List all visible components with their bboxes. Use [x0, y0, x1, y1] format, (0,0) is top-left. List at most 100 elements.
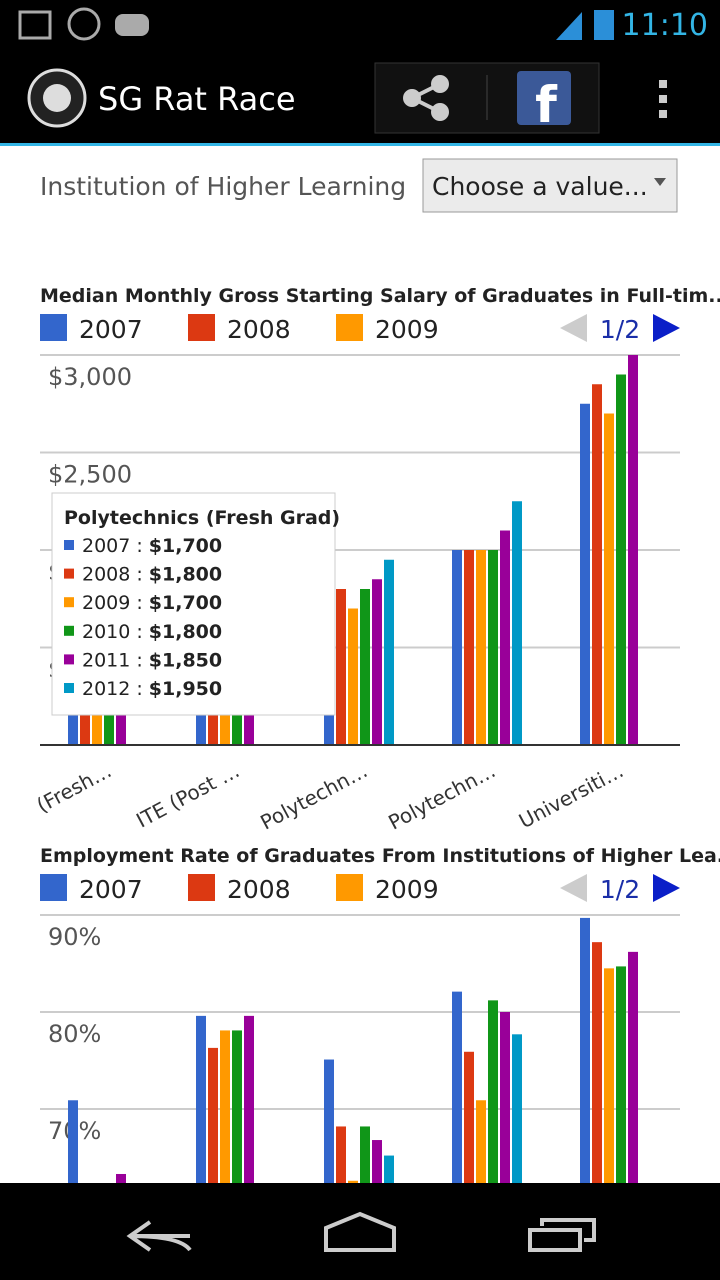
nav-bar: [0, 1183, 720, 1280]
bar: [336, 1126, 346, 1206]
bar: [512, 1034, 522, 1206]
legend-label: 2007: [79, 315, 143, 344]
bar: [464, 1051, 474, 1206]
signal-icon: [556, 12, 582, 40]
action-bar: [0, 50, 720, 143]
bar: [92, 706, 102, 745]
filter-label: Institution of Higher Learning: [40, 172, 406, 201]
gallery-icon: [18, 10, 52, 40]
charts: Median Monthly Gross Starting Salary of …: [33, 285, 720, 1207]
facebook-button[interactable]: [517, 71, 571, 125]
x-tick-label: Universiti…: [515, 758, 627, 833]
bar: [336, 589, 346, 745]
select-arrow: [654, 178, 666, 186]
home-button[interactable]: [324, 1211, 396, 1252]
tooltip-row: 2008 : $1,800: [82, 564, 222, 586]
legend-label: 2008: [227, 875, 291, 904]
legend-swatch: [40, 314, 67, 341]
x-tick-label: ITE (Post …: [132, 758, 243, 832]
bar: [372, 1140, 382, 1206]
legend-label: 2009: [375, 875, 439, 904]
filter-select-text: Choose a value...: [432, 172, 648, 201]
bar: [580, 403, 590, 745]
tooltip-title: Polytechnics (Fresh Grad): [64, 507, 340, 529]
recents-button[interactable]: [528, 1218, 596, 1252]
tooltip-row: 2010 : $1,800: [82, 621, 222, 643]
bar: [80, 706, 90, 745]
x-tick-label: (Fresh…: [33, 758, 116, 817]
tooltip-row: 2007 : $1,700: [82, 535, 222, 557]
bar: [348, 608, 358, 745]
tooltip-box: [51, 492, 336, 716]
legend-swatch: [40, 874, 67, 901]
bar: [464, 550, 474, 745]
tooltip-label: 2012 :: [82, 678, 143, 700]
tooltip-value: $1,950: [149, 678, 222, 700]
y-tick-label: 90%: [48, 923, 101, 951]
bar: [360, 589, 370, 745]
bar: [628, 951, 638, 1206]
legend-label: 2008: [227, 315, 291, 344]
tooltip-swatch: [64, 568, 74, 579]
bar: [628, 355, 638, 745]
tooltip-swatch: [64, 654, 74, 665]
bar: [604, 968, 614, 1206]
bar: [512, 501, 522, 745]
bar: [616, 966, 626, 1206]
bar: [476, 1100, 486, 1206]
action-bar-divider: [0, 143, 720, 146]
bar: [488, 1000, 498, 1206]
pager-next: [653, 874, 680, 902]
tooltip-swatch: [64, 540, 74, 550]
bar: [452, 991, 462, 1206]
bar: [500, 530, 510, 745]
facebook-icon: f: [535, 76, 558, 134]
pager-text: 1/2: [600, 875, 640, 904]
pager-prev: [560, 874, 587, 902]
bar: [592, 942, 602, 1206]
tooltip-value: $1,700: [149, 592, 222, 614]
tooltip-label: 2008 :: [82, 564, 143, 586]
bar: [372, 579, 382, 745]
tooltip-row: 2009 : $1,700: [82, 592, 222, 614]
bar: [68, 706, 78, 745]
share-button[interactable]: [403, 75, 449, 121]
back-button[interactable]: [126, 1220, 192, 1252]
pager-text: 1/2: [600, 315, 640, 344]
tooltip-value: $1,700: [149, 535, 222, 557]
y-tick-label: $3,000: [48, 363, 132, 391]
tooltip-swatch: [64, 625, 74, 636]
bar: [488, 550, 498, 745]
tooltip-value: $1,800: [149, 564, 222, 586]
bar: [244, 1015, 254, 1206]
tooltip-swatch: [64, 597, 74, 608]
legend-label: 2009: [375, 315, 439, 344]
bar: [384, 559, 394, 745]
tooltip-row: 2011 : $1,850: [82, 649, 222, 671]
y-tick-label: 80%: [48, 1020, 101, 1048]
filter-select[interactable]: [422, 158, 678, 213]
bar: [68, 1100, 78, 1206]
legend-swatch: [188, 314, 215, 341]
pager-next: [653, 314, 680, 342]
overflow-menu[interactable]: [659, 80, 667, 118]
bar: [360, 1126, 370, 1206]
app-title: SG Rat Race: [98, 80, 296, 118]
tooltip-value: $1,800: [149, 621, 222, 643]
bar: [452, 550, 462, 745]
legend-label: 2007: [79, 875, 143, 904]
x-tick-label: Polytechn…: [384, 758, 499, 834]
tooltip-label: 2007 :: [82, 535, 143, 557]
pager-prev: [560, 314, 587, 342]
bar: [604, 413, 614, 745]
bar: [500, 1012, 510, 1206]
chart-title: Median Monthly Gross Starting Salary of …: [40, 285, 720, 307]
android-icon: [115, 14, 149, 36]
bar: [116, 706, 126, 745]
tooltip-label: 2010 :: [82, 621, 143, 643]
bar: [324, 1059, 334, 1206]
bar: [220, 1030, 230, 1206]
bar: [476, 550, 486, 745]
